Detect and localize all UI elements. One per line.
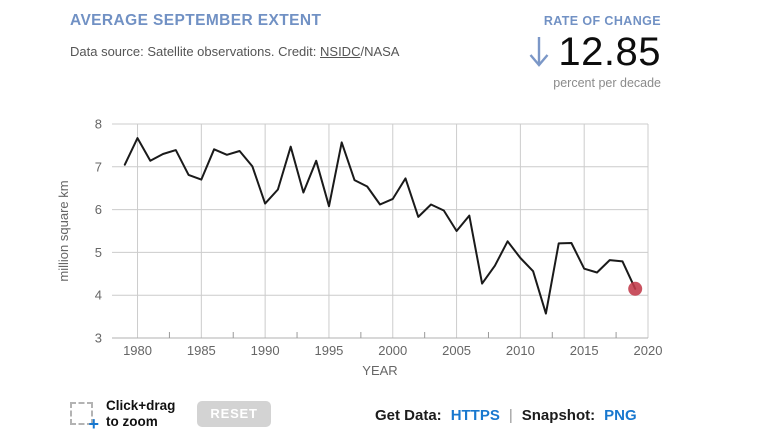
data-source-note: Data source: Satellite observations. Cre… xyxy=(70,44,399,59)
x-tick-label: 2020 xyxy=(634,343,663,358)
nsidc-link[interactable]: NSIDC xyxy=(320,44,361,59)
x-axis-minor-ticks xyxy=(168,332,617,338)
png-link[interactable]: PNG xyxy=(604,407,637,424)
y-tick-label: 6 xyxy=(95,202,102,217)
x-tick-label: 1985 xyxy=(187,343,216,358)
snapshot-label: Snapshot: xyxy=(521,407,596,424)
extent-data-line xyxy=(123,137,637,315)
y-tick-label: 3 xyxy=(95,331,102,346)
down-arrow-icon xyxy=(529,37,549,67)
plus-icon: + xyxy=(88,414,99,435)
rate-of-change-panel: RATE OF CHANGE 12.85 percent per decade xyxy=(527,14,661,90)
y-tick-label: 4 xyxy=(95,288,102,303)
rate-value: 12.85 xyxy=(558,30,661,74)
page-title: AVERAGE SEPTEMBER EXTENT xyxy=(70,12,322,29)
reset-button[interactable]: RESET xyxy=(197,400,271,427)
y-tick-label: 8 xyxy=(95,117,102,132)
chart-header: AVERAGE SEPTEMBER EXTENT Data source: Sa… xyxy=(70,12,399,59)
x-tick-label: 2015 xyxy=(570,343,599,358)
zoom-hint-line2: to zoom xyxy=(106,413,158,429)
x-tick-label: 2005 xyxy=(442,343,471,358)
latest-point-marker xyxy=(628,281,643,296)
x-tick-label: 2000 xyxy=(378,343,407,358)
https-link[interactable]: HTTPS xyxy=(450,407,500,424)
drag-zoom-selection-icon: + xyxy=(70,402,99,433)
y-tick-label: 5 xyxy=(95,245,102,260)
x-axis-title: YEAR xyxy=(362,363,397,378)
zoom-hint-text: Click+drag to zoom xyxy=(106,398,175,430)
credit-suffix-text: /NASA xyxy=(360,44,400,59)
x-tick-label: 1995 xyxy=(314,343,343,358)
zoom-hint-line1: Click+drag xyxy=(106,398,176,413)
x-tick-label: 1980 xyxy=(123,343,152,358)
get-data-label: Get Data: xyxy=(375,407,442,424)
chart-axis-tick-labels: 3 4 5 6 7 8 1980 1985 1990 1995 2000 2005 2010 2015 20… xyxy=(95,117,663,359)
rate-of-change-label: RATE OF CHANGE xyxy=(543,14,661,28)
data-links-bar: Get Data: HTTPS | Snapshot: PNG xyxy=(375,407,637,424)
y-axis-title: million square km xyxy=(56,180,71,281)
data-source-text: Data source: Satellite observations. Cre… xyxy=(70,44,321,59)
zoom-controls: + Click+drag to zoom RESET xyxy=(70,398,271,433)
x-tick-label: 1990 xyxy=(251,343,280,358)
rate-unit: percent per decade xyxy=(553,76,661,90)
x-tick-label: 2010 xyxy=(506,343,535,358)
link-separator: | xyxy=(508,407,513,424)
y-tick-label: 7 xyxy=(95,159,102,174)
chart-gridlines xyxy=(112,123,649,339)
rate-value-row: 12.85 xyxy=(527,32,661,72)
